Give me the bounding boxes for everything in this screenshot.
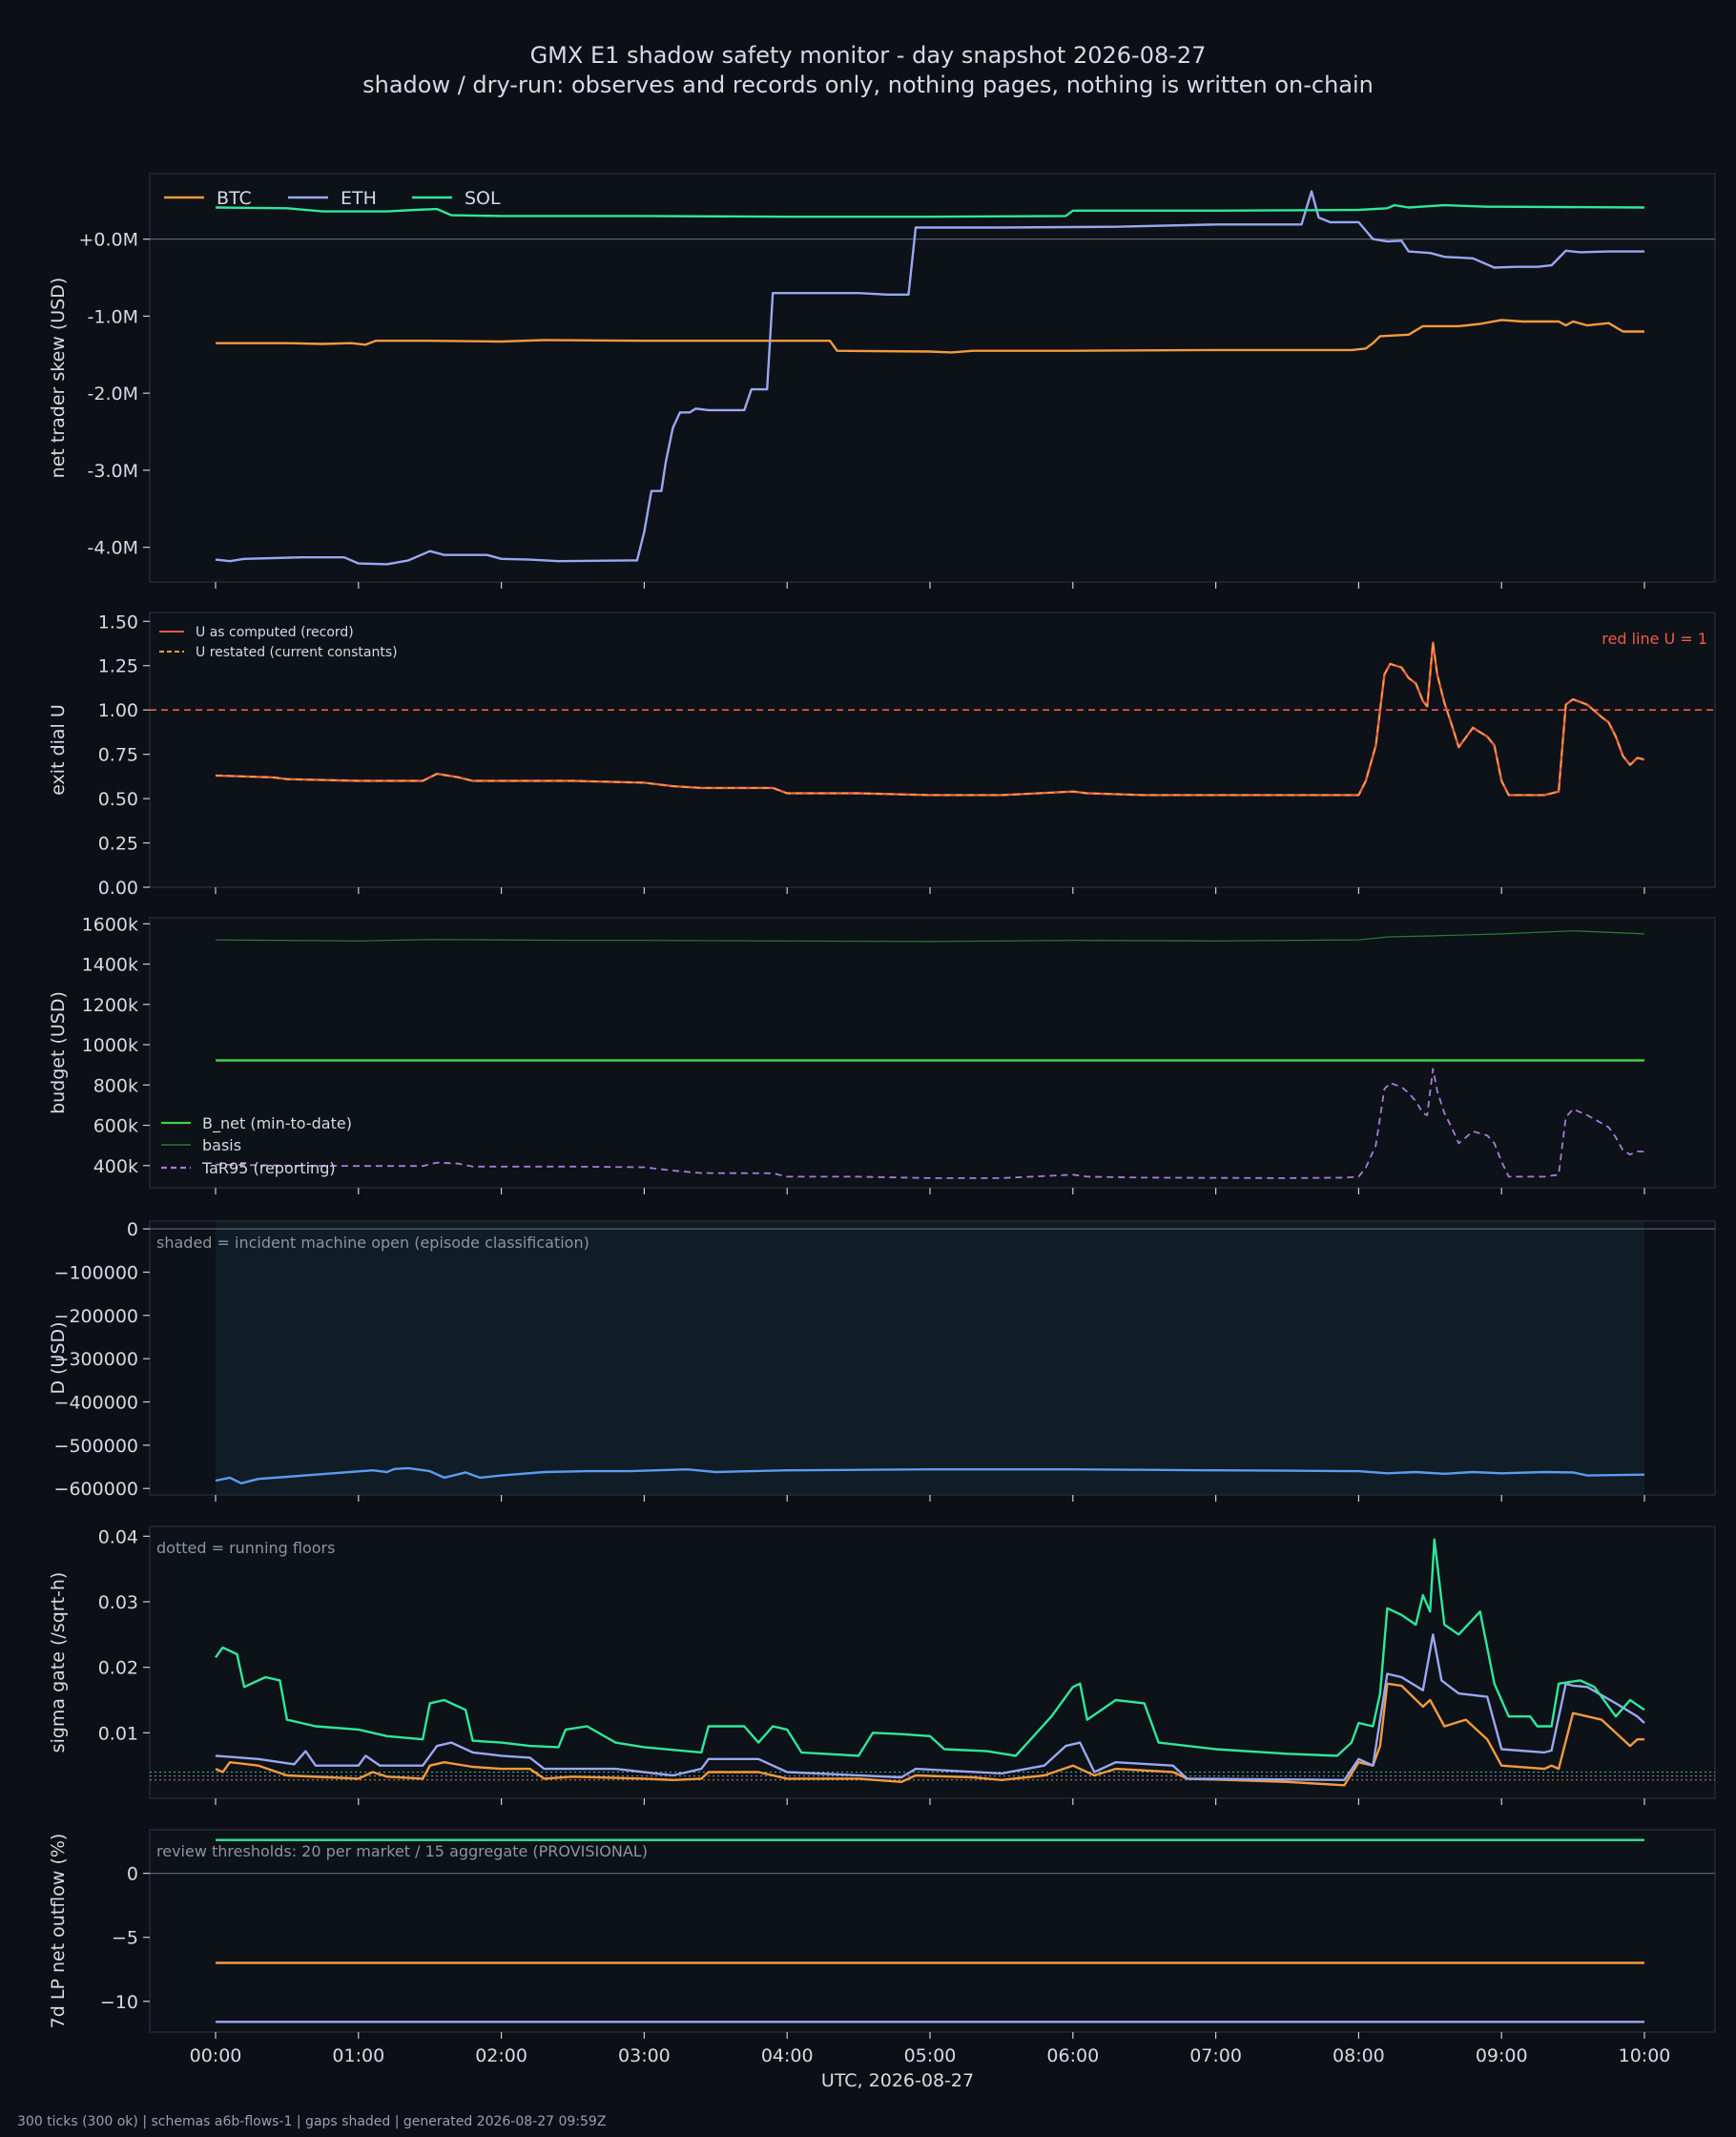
legend-label-basis: basis xyxy=(202,1136,241,1154)
series-line-d-d xyxy=(215,1466,1645,1484)
y-tick-label: 0 xyxy=(127,1864,138,1885)
panel-frame xyxy=(149,1525,1716,1799)
panel-d: 0 −100000 −200000 −300000 −400000 −500000 −600… xyxy=(48,1219,1716,1502)
legend-label-btc: BTC xyxy=(217,188,252,209)
panel-lp_outflow: 0 −5 −10 7d LP net outflow (%) review thresh… xyxy=(48,1829,1716,2091)
y-tick-label: 800k xyxy=(93,1075,138,1096)
panel-frame xyxy=(149,1829,1716,2033)
y-tick-label: 0 xyxy=(127,1219,138,1240)
series-line-skew-sol xyxy=(215,203,1645,218)
figure-title: GMX E1 shadow safety monitor - day snaps… xyxy=(530,42,1207,69)
series-line-budget-tar95 xyxy=(215,1068,1644,1179)
y-axis-label: exit dial U xyxy=(48,704,69,796)
panels: +0.0M -1.0M -2.0M -3.0M -4.0M net trader skew… xyxy=(48,173,1716,2091)
series-line-sigma-btc xyxy=(215,1682,1644,1787)
panel-frame xyxy=(149,612,1716,888)
legend-label-b_net: B_net (min-to-date) xyxy=(202,1114,352,1133)
footer-status: 300 ticks (300 ok) | schemas a6b-flows-1… xyxy=(17,2114,606,2129)
y-tick-label: 1000k xyxy=(82,1035,138,1056)
y-tick-label: 600k xyxy=(93,1116,138,1137)
panel-exit_dial: red line U = 1 0.00 0.25 0.50 0.75 1.00 1.25 1.… xyxy=(48,612,1716,899)
y-tick-label: −10 xyxy=(100,1992,138,2013)
y-tick-label: −300000 xyxy=(54,1349,138,1370)
y-tick-label: 1.00 xyxy=(98,700,138,721)
y-tick-label: 1.50 xyxy=(98,612,138,633)
y-tick-label: +0.0M xyxy=(78,230,138,251)
y-tick-label: 0.01 xyxy=(98,1723,138,1744)
y-tick-label: 400k xyxy=(93,1156,138,1177)
y-tick-label: 0.50 xyxy=(98,789,138,810)
legend-label-tar95: TaR95 (reporting) xyxy=(201,1159,336,1177)
series-line-sigma-sol xyxy=(215,1538,1645,1757)
y-tick-label: 0.04 xyxy=(98,1526,138,1547)
x-axis-label: UTC, 2026-08-27 xyxy=(821,2070,974,2091)
panel-note: dotted = running floors xyxy=(156,1539,335,1557)
y-tick-label: −100000 xyxy=(54,1263,138,1284)
y-tick-label: 1.25 xyxy=(98,656,138,677)
panel-frame xyxy=(149,917,1716,1189)
panel-note: review thresholds: 20 per market / 15 ag… xyxy=(156,1842,648,1860)
panel-sigma: 0.01 0.02 0.03 0.04 sigma gate (/sqrt-h) dott… xyxy=(48,1525,1716,1805)
x-tick-label: 04:00 xyxy=(761,2045,814,2066)
x-tick-label: 05:00 xyxy=(904,2045,957,2066)
panel-skew: +0.0M -1.0M -2.0M -3.0M -4.0M net trader skew… xyxy=(48,173,1716,589)
y-tick-label: -4.0M xyxy=(88,538,138,559)
y-tick-label: 1400k xyxy=(82,955,138,976)
y-tick-label: 0.02 xyxy=(98,1658,138,1679)
y-tick-label: −500000 xyxy=(54,1436,138,1457)
x-tick-label: 10:00 xyxy=(1619,2045,1671,2066)
panel-note: shaded = incident machine open (episode … xyxy=(156,1234,589,1252)
y-tick-label: -2.0M xyxy=(88,384,138,405)
panel-frame xyxy=(149,173,1716,583)
series-line-exit_dial-u_computed xyxy=(215,641,1645,797)
legend-label-sol: SOL xyxy=(465,188,501,209)
series-line-skew-eth xyxy=(215,190,1644,566)
incident-shade xyxy=(216,1222,1644,1494)
y-tick-label: -3.0M xyxy=(88,461,138,482)
y-tick-label: 0.25 xyxy=(98,834,138,855)
y-tick-label: 1200k xyxy=(82,995,138,1016)
y-tick-label: -1.0M xyxy=(88,306,138,327)
y-axis-label: net trader skew (USD) xyxy=(48,278,69,479)
y-tick-label: −5 xyxy=(112,1928,138,1949)
x-tick-label: 00:00 xyxy=(190,2045,242,2066)
x-tick-label: 03:00 xyxy=(618,2045,671,2066)
y-tick-label: 0.03 xyxy=(98,1592,138,1613)
series-line-skew-btc xyxy=(216,319,1644,354)
legend-label-u_computed: U as computed (record) xyxy=(196,625,354,640)
series-line-budget-basis xyxy=(215,930,1645,943)
figure-subtitle: shadow / dry-run: observes and records o… xyxy=(362,72,1374,98)
y-axis-label: D (USD) xyxy=(48,1321,69,1394)
y-tick-label: −200000 xyxy=(54,1306,138,1327)
y-tick-label: −400000 xyxy=(54,1393,138,1414)
x-tick-label: 02:00 xyxy=(475,2045,527,2066)
x-tick-label: 01:00 xyxy=(332,2045,384,2066)
red-line-label: red line U = 1 xyxy=(1602,630,1707,648)
panel-budget: 400k 600k 800k 1000k 1200k 1400k 1600k budget (… xyxy=(48,914,1716,1194)
x-tick-label: 06:00 xyxy=(1046,2045,1099,2066)
y-tick-label: 0.00 xyxy=(98,878,138,899)
legend-label-u_restated: U restated (current constants) xyxy=(196,645,398,660)
y-tick-label: 0.75 xyxy=(98,745,138,766)
series-line-sigma-eth xyxy=(215,1633,1645,1781)
x-tick-label: 08:00 xyxy=(1333,2045,1385,2066)
legend-label-eth: ETH xyxy=(341,188,377,209)
x-tick-label: 09:00 xyxy=(1476,2045,1528,2066)
y-axis-label: sigma gate (/sqrt-h) xyxy=(48,1572,69,1753)
y-tick-label: 1600k xyxy=(82,914,138,935)
y-axis-label: budget (USD) xyxy=(48,991,69,1114)
x-tick-label: 07:00 xyxy=(1189,2045,1242,2066)
y-tick-label: −600000 xyxy=(54,1479,138,1500)
y-axis-label: 7d LP net outflow (%) xyxy=(48,1834,69,2029)
